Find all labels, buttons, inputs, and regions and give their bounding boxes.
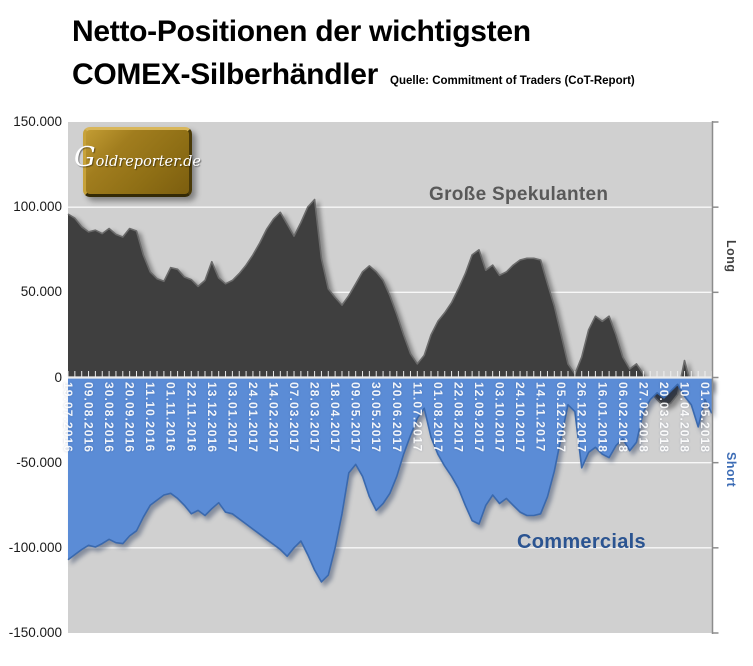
x-axis-label: 12.09.2017: [471, 381, 486, 453]
x-axis-label: 14.02.2017: [266, 381, 281, 453]
x-axis-label: 18.04.2017: [328, 381, 343, 453]
title-block: Netto-Positionen der wichtigsten COMEX-S…: [72, 10, 635, 103]
x-axis-label: 30.08.2016: [102, 381, 117, 453]
x-axis-label: 03.10.2017: [492, 381, 507, 453]
x-axis-label: 10.04.2018: [677, 381, 692, 453]
x-axis-label: 26.12.2017: [574, 381, 589, 453]
x-axis-label: 20.03.2018: [656, 381, 671, 453]
x-axis-label: 09.05.2017: [348, 381, 363, 453]
speculators-area-series: [67, 198, 713, 408]
x-axis-label: 05.12.2017: [554, 381, 569, 453]
commercials-area-series: [67, 377, 713, 583]
x-axis-label: 14.11.2017: [533, 381, 548, 452]
x-axis-label: 01.05.2018: [698, 381, 712, 453]
x-axis-label: 01.11.2016: [163, 381, 178, 452]
x-axis-label: 16.01.2018: [595, 381, 610, 453]
x-axis-label: 11.10.2016: [143, 381, 158, 452]
y-axis-label: 0: [54, 369, 62, 385]
x-axis-label: 20.09.2016: [122, 381, 137, 453]
x-axis-label: 01.08.2017: [430, 381, 445, 453]
page-title-line2-row: COMEX-Silberhändler Quelle: Commitment o…: [72, 53, 635, 103]
y-axis-label: 150.000: [13, 114, 62, 129]
x-axis-label: 22.08.2017: [451, 381, 466, 453]
x-axis-label: 30.05.2017: [369, 381, 384, 453]
right-axis-short-label: Short: [724, 452, 738, 488]
y-axis-label: -100.000: [8, 539, 62, 555]
x-axis-label: 19.07.2016: [61, 381, 75, 453]
area-edge: [67, 198, 713, 408]
x-axis-label: 11.07.2017: [410, 381, 425, 452]
x-axis-label: 13.12.2016: [204, 381, 219, 453]
y-axis-label: 100.000: [13, 199, 62, 215]
page-title-line1: Netto-Positionen der wichtigsten: [72, 15, 531, 48]
x-axis-label: 28.03.2017: [307, 381, 322, 453]
goldreporter-logo-initial: G: [74, 142, 96, 173]
y-axis-label: 50.000: [20, 284, 62, 300]
page-title-line2: COMEX-Silberhändler: [72, 58, 379, 91]
y-axis-label: -150.000: [8, 625, 62, 640]
x-axis-label: 07.03.2017: [287, 381, 302, 453]
x-axis-label: 22.11.2016: [184, 381, 199, 452]
x-axis-label: 24.10.2017: [513, 381, 528, 453]
y-axis-label: -50.000: [16, 454, 62, 470]
speculators-series-label: Große Spekulanten: [429, 184, 609, 205]
x-axis-label: 03.01.2017: [225, 381, 240, 453]
area-fill: [68, 199, 712, 407]
x-axis-label: 27.02.2018: [636, 381, 651, 453]
goldreporter-logo: Goldreporter.de: [74, 127, 201, 197]
x-axis-label: 20.06.2017: [389, 381, 404, 453]
goldreporter-logo-rest: oldreporter.de: [95, 154, 201, 170]
goldreporter-logo-text: Goldreporter.de: [74, 144, 201, 171]
x-axis-label: 06.02.2018: [615, 381, 630, 453]
commercials-series-label: Commercials: [517, 531, 646, 553]
area-fill: [68, 377, 712, 582]
x-axis-label: 24.01.2017: [245, 381, 260, 453]
source-note: Quelle: Commitment of Traders (CoT-Repor…: [390, 75, 635, 87]
right-axis-long-label: Long: [724, 240, 738, 273]
x-axis-label: 09.08.2016: [81, 381, 96, 453]
area-edge: [67, 383, 713, 583]
